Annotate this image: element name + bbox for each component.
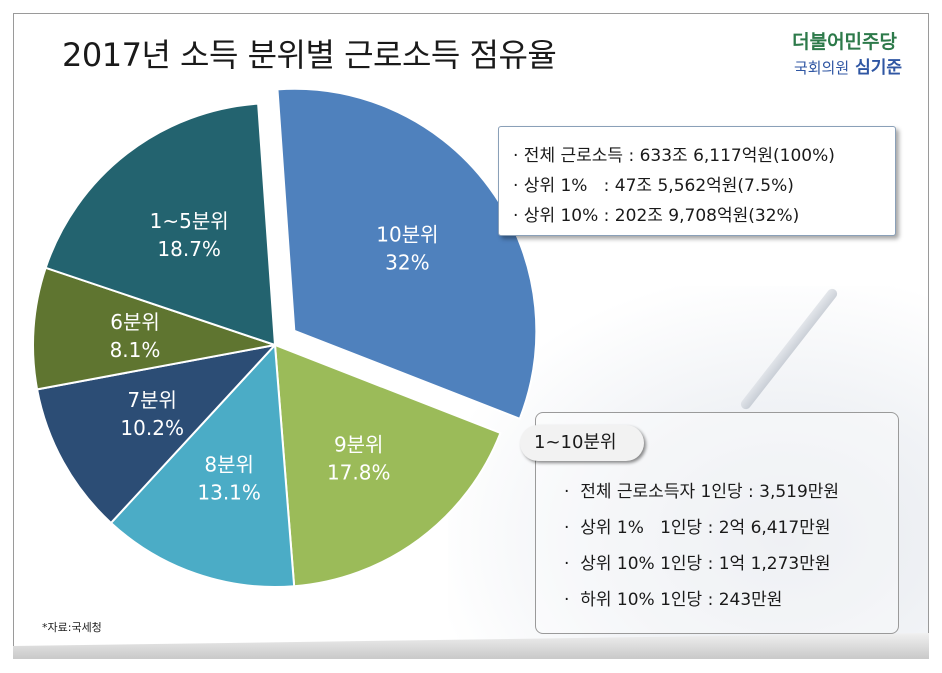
summary-row: · 상위 1% : 47조 5,562억원(7.5%) bbox=[513, 176, 794, 196]
pie-slice bbox=[276, 87, 538, 421]
lawmaker-name: 심기준 bbox=[855, 58, 902, 78]
per-person-row: · 상위 1% 1인당 : 2억 6,417만원 bbox=[564, 518, 831, 538]
slice-value-label: 10.2% bbox=[120, 416, 184, 440]
slice-category-label: 6분위 bbox=[110, 310, 160, 334]
pie-slice bbox=[44, 102, 277, 347]
per-person-tag: 1~10분위 bbox=[520, 425, 644, 461]
page-title: 2017년 소득 분위별 근로소득 점유율 bbox=[62, 36, 557, 74]
summary-row: · 상위 10% : 202조 9,708억원(32%) bbox=[513, 206, 800, 226]
summary-box: · 전체 근로소득 : 633조 6,117억원(100%) · 상위 1% :… bbox=[498, 126, 896, 236]
lawmaker-credit: 국회의원 심기준 bbox=[794, 53, 902, 78]
slice-category-label: 8분위 bbox=[204, 453, 254, 477]
slice-value-label: 8.1% bbox=[110, 338, 161, 362]
per-person-row: · 전체 근로소득자 1인당 : 3,519만원 bbox=[564, 482, 840, 502]
source-note: *자료:국세청 bbox=[42, 621, 102, 634]
slice-value-label: 17.8% bbox=[327, 461, 391, 485]
slice-category-label: 10분위 bbox=[376, 223, 438, 247]
slice-value-label: 32% bbox=[385, 251, 429, 275]
party-name: 더불어민주당 bbox=[792, 31, 897, 53]
slice-category-label: 9분위 bbox=[334, 433, 384, 457]
pie-slice bbox=[32, 266, 279, 391]
lawmaker-role: 국회의원 bbox=[793, 59, 850, 77]
pie-slice bbox=[35, 343, 278, 525]
per-person-row: · 상위 10% 1인당 : 1억 1,273만원 bbox=[564, 554, 831, 574]
summary-row: · 전체 근로소득 : 633조 6,117억원(100%) bbox=[513, 146, 835, 166]
slice-value-label: 13.1% bbox=[197, 481, 261, 505]
per-person-row: · 하위 10% 1인당 : 243만원 bbox=[564, 590, 783, 610]
slice-category-label: 1~5분위 bbox=[150, 209, 229, 233]
pie-slice bbox=[273, 343, 502, 588]
pie-slice bbox=[109, 342, 296, 588]
slice-category-label: 7분위 bbox=[127, 388, 177, 412]
slice-value-label: 18.7% bbox=[157, 237, 221, 261]
